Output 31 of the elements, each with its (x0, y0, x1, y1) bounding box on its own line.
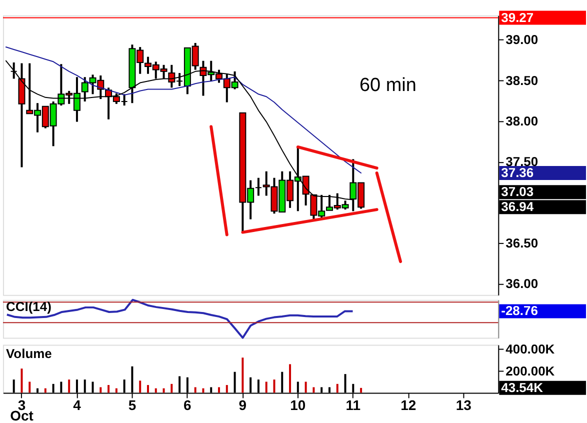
x-tick-label: 9 (238, 397, 247, 414)
y-tick-label: 36.50 (506, 235, 538, 250)
bar (226, 385, 228, 393)
y-tick-label: 36.00 (506, 276, 538, 291)
x-tick-label: 11 (346, 397, 361, 414)
text: 60 min (360, 75, 416, 96)
text: 36.94 (501, 199, 534, 214)
bar (139, 380, 142, 393)
x-tick-label: 13 (456, 397, 472, 414)
text: 37.03 (501, 184, 534, 200)
y-tick-label: 200.00K (506, 363, 556, 378)
y-tick-label: 38.00 (506, 113, 538, 128)
text: -28.76 (501, 303, 538, 318)
x-tick-label: 10 (290, 397, 306, 414)
chart-title: Volume (6, 346, 52, 361)
y-tick-label: 38.50 (506, 72, 538, 88)
x-tick-label: 6 (184, 397, 192, 414)
y-tick-label: 39.00 (506, 32, 538, 48)
bar (304, 382, 307, 393)
text: 43.54K (501, 380, 544, 395)
bar (265, 382, 268, 393)
ref-line-label: 39.27 (501, 10, 534, 25)
x-tick-label: 5 (128, 397, 136, 414)
line-series (5, 46, 362, 174)
bar (100, 387, 102, 393)
chart-title: CCI(14) (6, 298, 52, 314)
bar (218, 387, 220, 393)
bar (312, 387, 315, 393)
y-tick-label: 400.00K (506, 341, 556, 356)
x-tick-label: 12 (400, 397, 416, 414)
x-tick-label: 4 (73, 397, 82, 414)
